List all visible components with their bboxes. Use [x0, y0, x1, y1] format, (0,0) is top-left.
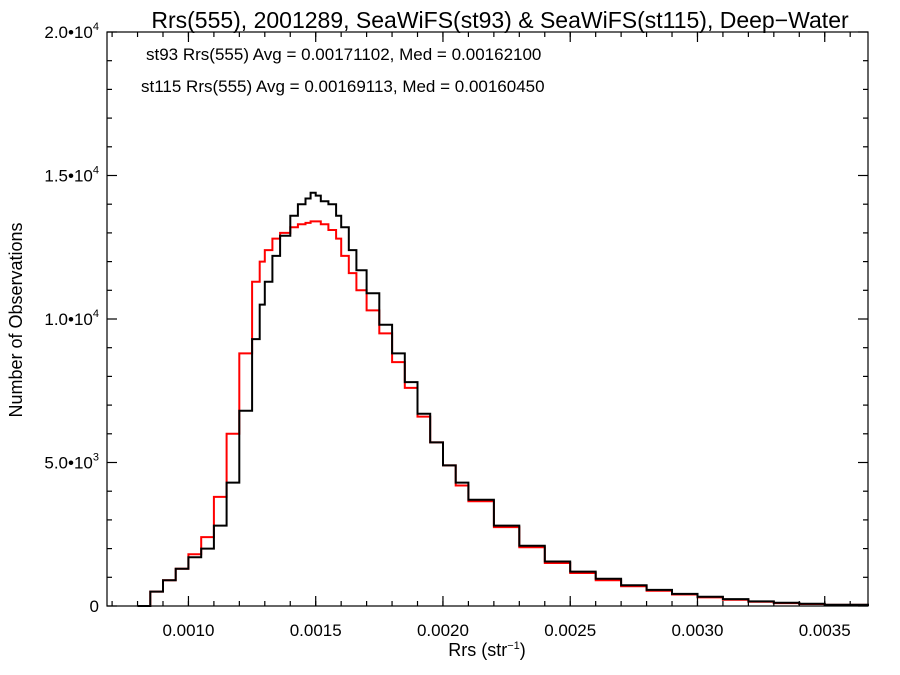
series-layer — [137, 191, 869, 607]
x-tick-label: 0.0020 — [417, 621, 469, 640]
series-line-0 — [137, 191, 869, 607]
plot-frame — [106, 31, 869, 607]
y-axis-label: Number of Observations — [6, 222, 26, 417]
y-tick-label: 2.0•104 — [44, 21, 99, 42]
x-tick-label: 0.0015 — [290, 621, 342, 640]
x-tick-label: 0.0010 — [162, 621, 214, 640]
x-tick-label: 0.0025 — [544, 621, 596, 640]
y-tick-label: 1.5•104 — [44, 165, 99, 186]
y-tick-label: 0 — [90, 597, 99, 616]
chart-title: Rrs(555), 2001289, SeaWiFS(st93) & SeaWi… — [151, 7, 849, 33]
annotation-st93: st93 Rrs(555) Avg = 0.00171102, Med = 0.… — [146, 45, 541, 64]
y-tick-label: 1.0•104 — [44, 308, 99, 329]
ticks-layer: 0.0010 0.0015 0.0020 0.0025 0.0030 0.0035 0 5.0… — [44, 21, 868, 640]
x-axis-label: Rrs (str−1) — [448, 640, 526, 660]
series-line-1 — [137, 220, 869, 607]
x-tick-label: 0.0035 — [799, 621, 851, 640]
y-tick-label: 5.0•103 — [44, 452, 99, 473]
annotation-st115: st115 Rrs(555) Avg = 0.00169113, Med = 0… — [141, 77, 545, 96]
x-tick-label: 0.0030 — [671, 621, 723, 640]
